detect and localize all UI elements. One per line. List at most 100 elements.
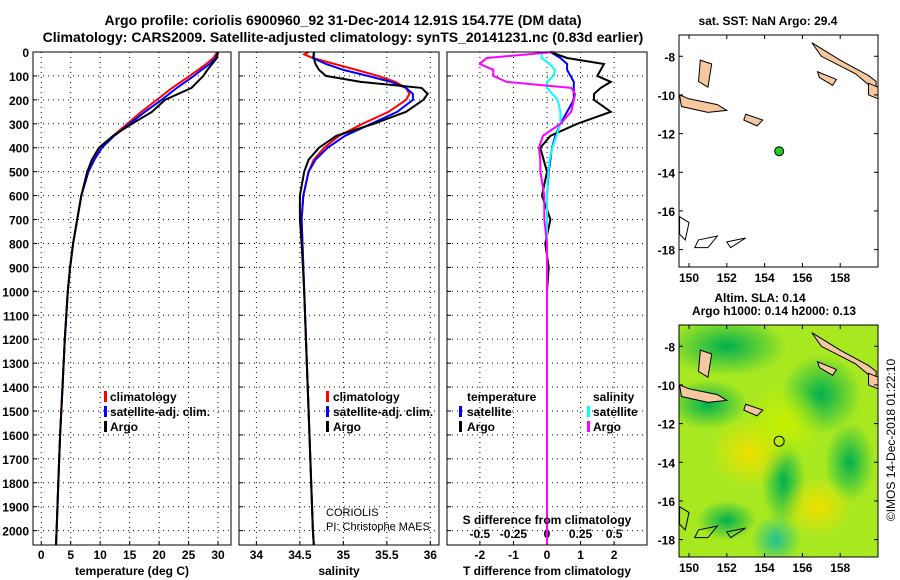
x-tick-label: -2 (475, 548, 486, 562)
island (816, 360, 838, 376)
legend-label: Argo (593, 420, 621, 434)
x-tick-label: 2 (611, 548, 618, 562)
sla-anomaly-blob (743, 383, 824, 464)
island (697, 349, 713, 379)
lon-tick-label: 154 (755, 561, 775, 575)
series-line-argo (298, 52, 430, 546)
lat-tick-label: -18 (658, 534, 676, 548)
reef-outline (693, 525, 719, 539)
reef-outline (679, 215, 690, 241)
legend-label: satellite (467, 405, 512, 419)
lat-tick-label: -16 (658, 495, 676, 509)
lon-tick-label: 158 (830, 271, 850, 285)
sla-anomaly-blob (750, 514, 801, 557)
sla-anomaly-blob (696, 500, 757, 541)
depth-tick-label: 1700 (2, 453, 29, 467)
sla-map: 150 152 154 156 158 -8 -10 -12 -14 -16 -18 (658, 324, 879, 575)
lon-tick-label: 156 (792, 561, 812, 575)
legend-title-temperature: temperature (467, 390, 537, 404)
depth-tick-label: 1600 (2, 429, 29, 443)
sla-map-title1: Altim. SLA: 0.14 (714, 291, 806, 305)
x-tick-label: 35.5 (375, 548, 399, 562)
x-tick-label: 0 (38, 548, 45, 562)
island (811, 42, 877, 93)
legend-label: climatology (110, 390, 177, 404)
s-diff-tick-label: 0.25 (569, 527, 593, 541)
legend-swatch-climatology (104, 391, 107, 402)
reef-outline (679, 505, 690, 531)
salinity-legend: climatology satellite-adj. clim. Argo CO… (326, 390, 433, 533)
lon-tick-label: 150 (679, 271, 699, 285)
series-line-climatology (300, 51, 411, 546)
sla-field (679, 325, 878, 557)
legend-swatch-s-argo (587, 421, 590, 432)
lat-tick-label: -10 (658, 89, 676, 103)
x-tick-label: 1 (577, 548, 584, 562)
s-diff-tick-label: -0.5 (470, 527, 491, 541)
plot-frame (238, 51, 440, 546)
x-tick-label: 0 (544, 548, 551, 562)
title-line2: Climatology: CARS2009. Satellite-adjuste… (43, 29, 644, 45)
title-line1: Argo profile: coriolis 6900960_92 31-Dec… (104, 12, 581, 28)
depth-tick-label: 400 (9, 142, 29, 156)
depth-tick-label: 600 (9, 190, 29, 204)
s-diff-tick-label: -0.25 (500, 527, 528, 541)
legend-title-salinity: salinity (593, 390, 635, 404)
x-tick-label: 20 (152, 548, 166, 562)
difference-legend: temperature satellite Argo salinity sate… (459, 390, 638, 527)
series-line-argo (55, 51, 219, 546)
depth-tick-label: 1400 (2, 381, 29, 395)
legend-swatch-satellite (326, 406, 329, 417)
s-diff-axis-label: S difference from climatology (463, 513, 632, 527)
s-diff-tick-label: 0.5 (606, 527, 623, 541)
reef-outline (693, 235, 719, 249)
depth-tick-label: 1500 (2, 405, 29, 419)
legend-label: satellite (593, 405, 638, 419)
depth-tick-label: 1200 (2, 333, 29, 347)
sla-anomaly-blob (782, 476, 853, 537)
difference-panel: -0.5 -0.25 0 0.25 0.5-2 -1 0 1 2T difference fro… (446, 51, 648, 578)
legend-label: Argo (333, 420, 361, 434)
series-line-t-argo (539, 51, 613, 545)
lat-tick-label: -16 (658, 205, 676, 219)
depth-tick-label: 300 (9, 118, 29, 132)
map-frame (678, 34, 879, 268)
legend-label: climatology (333, 390, 400, 404)
reef-outline (725, 237, 746, 249)
island (816, 70, 838, 86)
sst-map-title: sat. SST: NaN Argo: 29.4 (699, 14, 838, 28)
map-frame (678, 324, 879, 558)
lat-tick-label: -10 (658, 379, 676, 393)
pi-annotation: PI: Christophe MAES (326, 521, 430, 533)
plot-frame (32, 51, 232, 546)
lon-tick-label: 152 (717, 561, 737, 575)
legend-label: Argo (110, 420, 138, 434)
legend-swatch-satellite (104, 406, 107, 417)
depth-tick-label: 500 (9, 166, 29, 180)
x-tick-label: -1 (508, 548, 519, 562)
x-tick-label: 34.5 (288, 548, 312, 562)
lat-tick-label: -8 (664, 340, 675, 354)
series-line-climatology (55, 51, 219, 546)
series-line-s-argo (478, 51, 577, 545)
lon-tick-label: 154 (755, 271, 775, 285)
legend-swatch-t-argo (459, 421, 462, 432)
island (743, 403, 764, 417)
series-line-satellite-adj-clim- (55, 51, 219, 546)
sla-map-title2: Argo h1000: 0.14 h2000: 0.13 (692, 304, 856, 318)
depth-tick-label: 1000 (2, 285, 29, 299)
depth-tick-label: 700 (9, 214, 29, 228)
x-tick-label: 5 (67, 548, 74, 562)
depth-tick-label: 800 (9, 237, 29, 251)
temperature-legend: climatology satellite-adj. clim. Argo (104, 390, 210, 434)
x-axis-label: salinity (318, 564, 360, 578)
legend-swatch-climatology (326, 391, 329, 402)
island (743, 113, 764, 127)
reef-outline (725, 527, 746, 539)
legend-swatch-argo (104, 421, 107, 432)
lat-tick-label: -14 (658, 166, 676, 180)
lon-tick-label: 150 (679, 561, 699, 575)
legend-swatch-argo (326, 421, 329, 432)
legend-label: satellite-adj. clim. (333, 405, 433, 419)
